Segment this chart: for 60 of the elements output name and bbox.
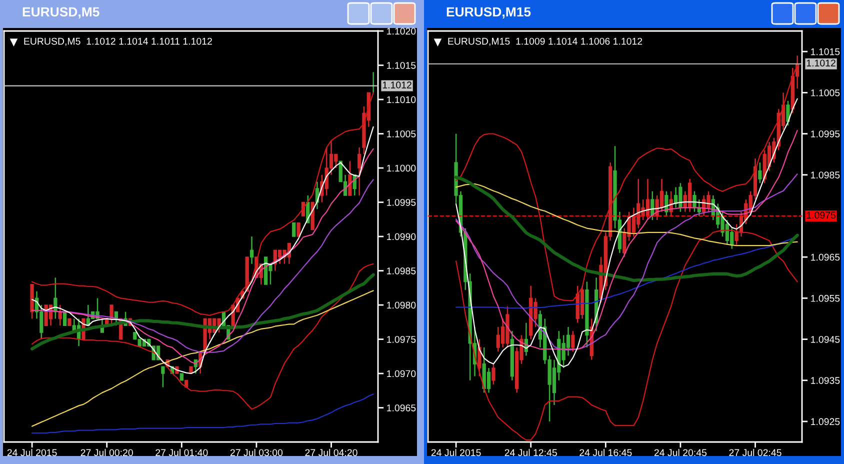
candlestick xyxy=(110,304,114,326)
candlestick xyxy=(296,222,300,237)
x-tick-label: 24 Jul 2015 xyxy=(431,448,481,456)
candlestick xyxy=(292,222,296,237)
y-tick-label: 1.0965 xyxy=(811,254,840,261)
x-tick-label: 27 Jul 00:20 xyxy=(80,448,133,456)
y-tick-label: 1.0925 xyxy=(811,418,840,426)
y-tick-label: 1.0945 xyxy=(811,336,840,343)
candlestick xyxy=(566,326,570,356)
line-series xyxy=(30,273,375,350)
text: EURUSD,M15 1.1009 1.1014 1.1006 1.1012 xyxy=(448,38,642,46)
y-tick-label: 1.0995 xyxy=(387,198,416,206)
line-series xyxy=(455,98,798,368)
candlestick xyxy=(492,363,496,386)
y-tick-label: 1.0970 xyxy=(387,370,416,378)
candlestick xyxy=(348,160,352,196)
candlestick xyxy=(161,366,165,388)
y-tick-label: 1.0965 xyxy=(387,404,416,412)
chart-title: EURUSD,M5 xyxy=(22,7,100,18)
x-tick-label: 27 Jul 03:00 xyxy=(230,448,283,456)
y-tick-label: 1.0985 xyxy=(387,267,416,274)
x-tick-label: 27 Jul 02:45 xyxy=(729,448,782,456)
x-tick-label: 24 Jul 16:45 xyxy=(580,448,632,456)
y-tick-label: 1.0975 xyxy=(387,336,416,343)
x-tick-label: 27 Jul 04:20 xyxy=(305,448,358,456)
candlestick xyxy=(486,367,491,394)
y-tick-label: 1.1000 xyxy=(387,164,416,172)
candlestick xyxy=(357,146,362,196)
candlestick xyxy=(758,162,762,184)
y-tick-label: 1.1015 xyxy=(811,48,840,56)
line-series xyxy=(31,92,374,316)
y-tick-label: 1.0985 xyxy=(811,172,840,178)
candlestick xyxy=(571,330,575,352)
y-tick-label: 1.1020 xyxy=(387,28,416,35)
y-tick-label: 1.1005 xyxy=(387,130,416,138)
y-tick-label: 1.0995 xyxy=(811,130,840,138)
line-series xyxy=(455,64,798,302)
chart-title: EURUSD,M15 xyxy=(446,7,531,18)
line-series xyxy=(31,290,374,427)
y-tick-label: 1.0990 xyxy=(387,233,416,240)
candlestick xyxy=(660,178,664,212)
candlestick xyxy=(786,100,790,126)
y-tick-label: 1.0980 xyxy=(387,302,416,309)
ref-line-label: 1.1012 xyxy=(382,82,412,88)
y-tick-label: 1.1010 xyxy=(387,96,416,104)
text: EURUSD,M5 1.1012 1.1014 1.1011 1.1012 xyxy=(24,38,212,46)
x-tick-label: 24 Jul 2015 xyxy=(7,448,57,456)
candlestick xyxy=(250,236,254,265)
candlestick xyxy=(692,190,696,212)
y-tick-label: 1.0955 xyxy=(811,294,840,302)
candlestick xyxy=(62,311,67,326)
x-tick-label: 24 Jul 20:45 xyxy=(654,448,707,456)
line-series xyxy=(31,393,374,434)
x-tick-label: 27 Jul 01:40 xyxy=(156,448,208,456)
line-series xyxy=(31,263,374,410)
y-tick-label: 1.0935 xyxy=(811,377,840,384)
y-tick-label: 1.1015 xyxy=(387,62,416,69)
ref-line-label: 1.1012 xyxy=(806,60,836,66)
x-tick-label: 24 Jul 12:45 xyxy=(504,448,557,456)
y-tick-label: 1.1005 xyxy=(811,89,840,96)
